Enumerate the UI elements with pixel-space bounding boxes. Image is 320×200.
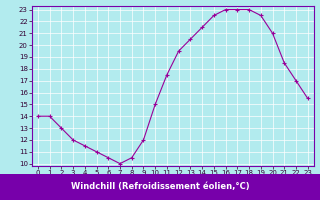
Text: Windchill (Refroidissement éolien,°C): Windchill (Refroidissement éolien,°C) bbox=[71, 182, 249, 192]
